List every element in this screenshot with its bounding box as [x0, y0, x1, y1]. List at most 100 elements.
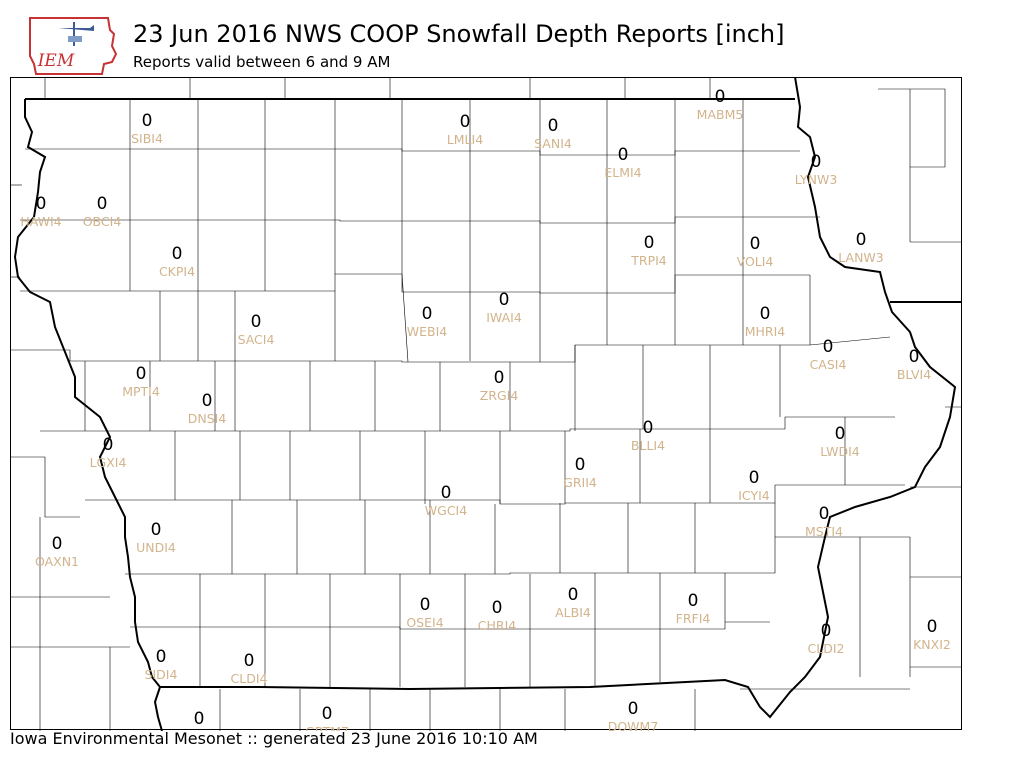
station-value: 0	[715, 87, 726, 107]
station-value: 0	[688, 591, 699, 611]
station-value: 0	[441, 483, 452, 503]
logo-text: IEM	[37, 51, 75, 71]
station-value: 0	[136, 364, 147, 384]
station-value: 0	[494, 368, 505, 388]
station-value: 0	[322, 704, 333, 724]
station-value: 0	[97, 194, 108, 214]
map-frame	[10, 77, 962, 730]
station-id-label: LGXI4	[90, 455, 127, 470]
station-value: 0	[52, 534, 63, 554]
station-value: 0	[749, 468, 760, 488]
station-value: 0	[643, 418, 654, 438]
station-value: 0	[927, 617, 938, 637]
station-id-label: TRPI4	[630, 253, 667, 268]
station-id-label: BLVI4	[897, 367, 931, 382]
station-value: 0	[151, 520, 162, 540]
station-trkm7: 0TRKM7	[176, 709, 220, 731]
station-value: 0	[499, 290, 510, 310]
station-value: 0	[568, 585, 579, 605]
station-grtm7: 0GRTM7	[305, 704, 349, 731]
station-value: 0	[856, 230, 867, 250]
station-value: 0	[251, 312, 262, 332]
station-id-label: CLDI4	[231, 671, 268, 686]
station-id-label: WGCI4	[425, 503, 467, 518]
station-id-label: ELMI4	[604, 165, 641, 180]
station-value: 0	[103, 435, 114, 455]
station-id-label: TRKM7	[176, 729, 220, 731]
station-value: 0	[194, 709, 205, 729]
station-id-label: SIDI4	[145, 667, 178, 682]
state-borders	[13, 77, 962, 731]
station-value: 0	[909, 347, 920, 367]
station-value: 0	[821, 621, 832, 641]
station-id-label: OSEI4	[406, 615, 443, 630]
station-id-label: CKPI4	[159, 264, 195, 279]
station-value: 0	[628, 699, 639, 719]
station-value: 0	[142, 111, 153, 131]
station-id-label: IWAI4	[486, 310, 522, 325]
station-id-label: ICYI4	[738, 488, 770, 503]
station-value: 0	[760, 304, 771, 324]
station-value: 0	[422, 304, 433, 324]
map-subtitle: Reports valid between 6 and 9 AM	[133, 53, 391, 71]
station-value: 0	[460, 112, 471, 132]
station-id-label: GRII4	[563, 475, 597, 490]
station-id-label: UNDI4	[136, 540, 176, 555]
station-value: 0	[420, 595, 431, 615]
station-id-label: SACI4	[238, 332, 275, 347]
station-id-label: LMLI4	[447, 132, 483, 147]
station-value: 0	[835, 424, 846, 444]
station-id-label: CHRI4	[478, 618, 516, 633]
station-id-label: KNXI2	[913, 637, 951, 652]
iowa-map: 0SIBI40LMLI40SANI40MABM50ELMI40LYNW30HAW…	[10, 77, 962, 731]
station-value: 0	[618, 145, 629, 165]
station-id-label: MSTI4	[805, 524, 843, 539]
map-title: 23 Jun 2016 NWS COOP Snowfall Depth Repo…	[133, 20, 785, 48]
station-id-label: HAWI4	[20, 214, 61, 229]
iem-logo: IEM	[29, 17, 118, 75]
station-id-label: LYNW3	[795, 172, 838, 187]
station-value: 0	[36, 194, 47, 214]
station-id-label: LWDI4	[820, 444, 859, 459]
station-id-label: WEBI4	[407, 324, 448, 339]
station-id-label: DOWM7	[608, 719, 659, 731]
footer-credit: Iowa Environmental Mesonet :: generated …	[10, 729, 538, 748]
station-id-label: MHRI4	[745, 324, 786, 339]
station-id-label: ZRGI4	[480, 388, 519, 403]
station-id-label: MABM5	[697, 107, 744, 122]
station-value: 0	[492, 598, 503, 618]
station-id-label: CASI4	[810, 357, 847, 372]
station-id-label: DNSI4	[188, 411, 227, 426]
station-id-label: SANI4	[534, 136, 572, 151]
